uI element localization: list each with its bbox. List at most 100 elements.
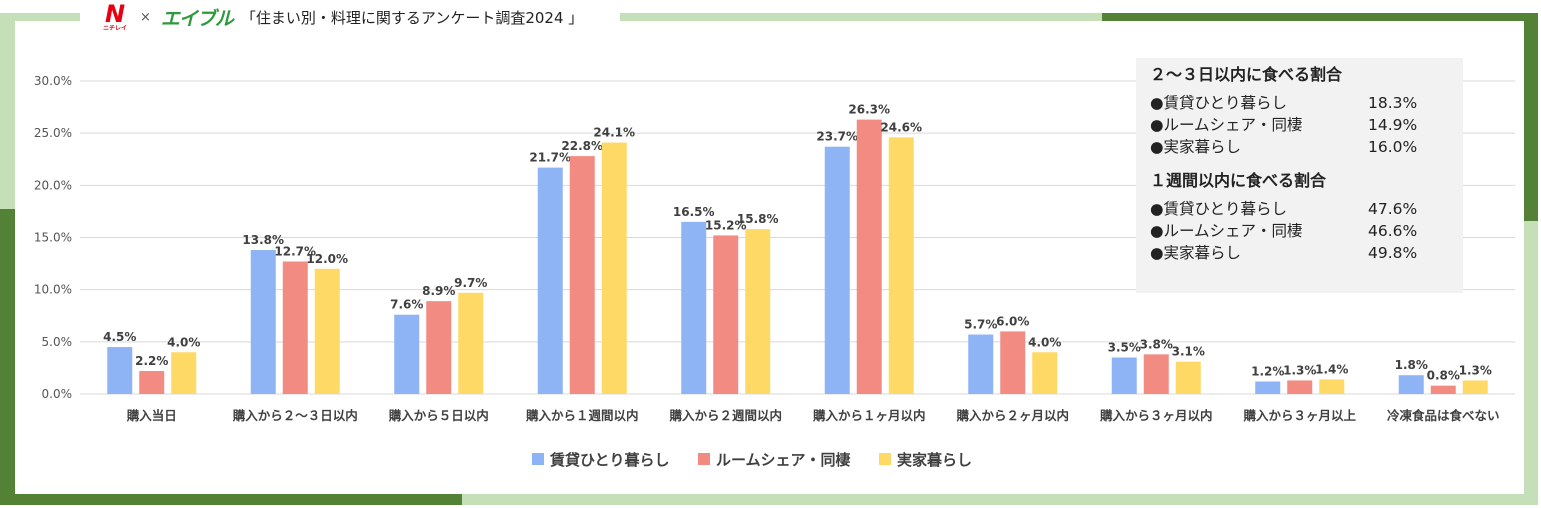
- summary-box: ２～３日以内に食べる割合 ●賃貸ひとり暮らし 18.3% ●ルームシェア・同棲 …: [1136, 58, 1463, 293]
- bar: [601, 142, 627, 394]
- bar: [745, 229, 771, 394]
- data-label: 21.7%: [529, 151, 571, 165]
- summary-row: ●賃貸ひとり暮らし 18.3%: [1150, 92, 1463, 114]
- y-tick-label: 10.0%: [34, 283, 72, 297]
- y-tick-label: 30.0%: [34, 74, 72, 88]
- y-tick-label: 20.0%: [34, 178, 72, 192]
- summary-label: ●実家暮らし: [1150, 244, 1242, 262]
- bar: [968, 334, 994, 394]
- bar: [713, 235, 739, 394]
- x-category-label: 購入から３ヶ月以内: [1099, 408, 1213, 423]
- bar: [681, 221, 707, 394]
- summary-value: 49.8%: [1368, 244, 1418, 262]
- data-label: 24.6%: [880, 120, 922, 134]
- legend-label: ルームシェア・同棲: [716, 451, 851, 469]
- x-category-label: 購入から３ヶ月以上: [1242, 408, 1356, 423]
- bar: [171, 352, 197, 394]
- data-label: 1.3%: [1459, 363, 1492, 377]
- summary-label: ●ルームシェア・同棲: [1150, 116, 1303, 134]
- bar: [1175, 361, 1201, 394]
- data-label: 1.8%: [1395, 358, 1428, 372]
- header: N ニチレイ × エイブル 「住まい別・料理に関するアンケート調査2024 」: [100, 0, 590, 32]
- data-label: 0.8%: [1427, 369, 1460, 383]
- y-tick-label: 5.0%: [42, 335, 73, 349]
- bar: [282, 261, 308, 394]
- data-label: 2.2%: [135, 354, 168, 368]
- bar: [1430, 385, 1456, 394]
- frame-top-light-bar: [620, 13, 1102, 21]
- data-label: 1.2%: [1251, 364, 1284, 378]
- x-category-label: 購入から２週間以内: [668, 408, 782, 423]
- bar: [1143, 354, 1169, 394]
- x-category-label: 購入から２ヶ月以内: [955, 408, 1069, 423]
- frame-right-light-bar: [1524, 221, 1538, 505]
- data-label: 8.9%: [422, 284, 455, 298]
- data-label: 13.8%: [242, 233, 284, 247]
- y-tick-label: 15.0%: [34, 231, 72, 245]
- data-label: 3.8%: [1140, 337, 1173, 351]
- data-label: 1.4%: [1315, 362, 1348, 376]
- nichirei-logo-mark: N: [104, 0, 126, 28]
- data-label: 12.7%: [274, 244, 316, 258]
- data-label: 1.3%: [1283, 363, 1316, 377]
- bar: [458, 292, 484, 394]
- bar: [250, 250, 276, 394]
- data-label: 24.1%: [593, 126, 635, 140]
- frame-bottom-dark-bar: [0, 494, 462, 505]
- data-label: 6.0%: [996, 314, 1029, 328]
- y-tick-label: 25.0%: [34, 126, 72, 140]
- summary-value: 47.6%: [1368, 200, 1418, 218]
- data-label: 4.0%: [1028, 335, 1061, 349]
- bar: [394, 314, 420, 394]
- data-label: 9.7%: [454, 276, 487, 290]
- summary-row: ●ルームシェア・同棲 46.6%: [1150, 220, 1463, 242]
- data-label: 4.5%: [103, 330, 136, 344]
- collab-cross: ×: [140, 9, 151, 25]
- data-label: 15.8%: [737, 212, 779, 226]
- x-category-label: 購入から１週間以内: [525, 408, 639, 423]
- summary-row: ●実家暮らし 49.8%: [1150, 242, 1463, 264]
- y-tick-label: 0.0%: [42, 387, 73, 401]
- bar: [1000, 331, 1026, 394]
- bar: [139, 371, 165, 394]
- data-label: 5.7%: [964, 318, 997, 332]
- nichirei-logo: N ニチレイ: [100, 0, 130, 32]
- bar: [569, 156, 595, 394]
- data-label: 3.5%: [1108, 340, 1141, 354]
- legend-swatch: [532, 453, 544, 465]
- frame-bottom-light-bar: [462, 494, 1538, 505]
- summary-value: 18.3%: [1368, 94, 1418, 112]
- bar: [1287, 380, 1313, 394]
- summary-label: ●実家暮らし: [1150, 138, 1242, 156]
- summary-label: ●賃貸ひとり暮らし: [1150, 94, 1288, 112]
- bar: [824, 146, 850, 394]
- x-category-label: 購入から５日以内: [388, 408, 489, 423]
- bar: [1462, 380, 1488, 394]
- nichirei-logo-text: ニチレイ: [102, 24, 127, 32]
- summary-label: ●ルームシェア・同棲: [1150, 222, 1303, 240]
- x-category-label: 冷凍食品は食べない: [1387, 408, 1500, 423]
- data-label: 16.5%: [673, 205, 715, 219]
- x-category-label: 購入から１ヶ月以内: [812, 408, 926, 423]
- frame-left-dark-bar: [0, 209, 15, 505]
- bar: [1111, 357, 1137, 394]
- x-category-label: 購入当日: [126, 408, 177, 423]
- data-label: 12.0%: [306, 252, 348, 266]
- legend-label: 賃貸ひとり暮らし: [549, 451, 670, 469]
- x-category-label: 購入から２～３日以内: [232, 408, 358, 423]
- survey-title: 「住まい別・料理に関するアンケート調査2024 」: [240, 8, 584, 27]
- summary-row: ●ルームシェア・同棲 14.9%: [1150, 114, 1463, 136]
- bar: [888, 137, 914, 394]
- bar: [1032, 352, 1058, 394]
- summary-label: ●賃貸ひとり暮らし: [1150, 200, 1288, 218]
- frame-left-light-bar: [0, 13, 15, 209]
- data-label: 23.7%: [816, 130, 858, 144]
- bar: [107, 347, 133, 394]
- data-label: 7.6%: [390, 298, 423, 312]
- data-label: 4.0%: [167, 335, 200, 349]
- frame-right-dark-bar: [1524, 13, 1538, 221]
- bar: [314, 268, 340, 394]
- frame-top-dark-bar: [1102, 13, 1538, 21]
- bar: [426, 301, 452, 394]
